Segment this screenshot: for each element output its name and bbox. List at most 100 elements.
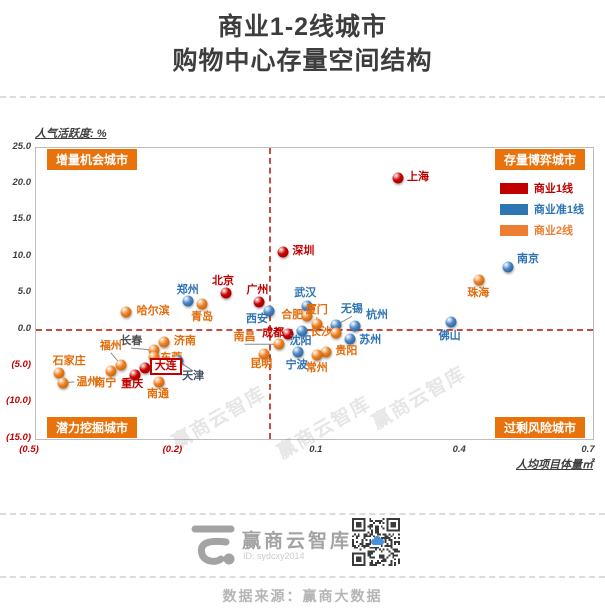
legend-item: 商业准1线 <box>499 201 584 217</box>
scatter-point-label: 长沙 <box>309 325 332 338</box>
legend: 商业1线 商业准1线 商业2线 <box>499 175 584 243</box>
scatter-point <box>392 172 404 184</box>
scatter-point-label: 青岛 <box>191 311 214 324</box>
scatter-point-label: 昆明 <box>250 357 273 370</box>
watermark: 赢商云智库 <box>368 362 471 434</box>
scatter-point-label: 郑州 <box>176 284 199 297</box>
scatter-point <box>320 346 332 358</box>
x-zero-refline <box>269 148 271 439</box>
scatter-point-label: 宁波 <box>285 359 308 372</box>
scatter-point <box>129 369 141 381</box>
scatter-point <box>349 320 361 332</box>
scatter-point <box>53 367 65 379</box>
scatter-point-label: 珠海 <box>467 287 490 300</box>
scatter-point-label: 重庆 <box>121 377 144 390</box>
scatter-point-label: 东莞 <box>160 352 182 364</box>
scatter-point <box>258 348 270 360</box>
legend-swatch-tier2 <box>499 224 528 236</box>
x-axis-tick: 0.7 <box>581 444 595 455</box>
scatter-point-label: 哈尔滨 <box>136 305 170 318</box>
scatter-point <box>220 287 232 299</box>
y-axis-tick: 0.0 <box>17 322 31 334</box>
scatter-point <box>148 351 160 363</box>
page-title: 商业1-2线城市 购物中心存量空间结构 <box>0 10 605 78</box>
scatter-point-label: 西安 <box>246 312 268 325</box>
x-axis-tick: 0.4 <box>452 444 466 455</box>
page-title-line2: 购物中心存量空间结构 <box>172 47 433 75</box>
scatter-point <box>153 376 165 388</box>
scatter-point <box>120 306 132 318</box>
scatter-point-label: 大连 <box>149 358 182 376</box>
scatter-point-label: 南通 <box>147 388 170 401</box>
scatter-point <box>277 246 289 258</box>
y-axis-tick: 10.0 <box>12 249 32 261</box>
scatter-point-label: 厦门 <box>305 303 328 316</box>
y-axis-tick: 20.0 <box>12 176 32 188</box>
scatter-point <box>105 365 117 377</box>
qr-code <box>352 518 400 571</box>
x-axis-tick: 0.1 <box>309 444 323 455</box>
legend-label-tier2: 商业2线 <box>533 225 573 237</box>
scatter-point <box>502 261 514 273</box>
scatter-point <box>282 328 294 340</box>
scatter-point <box>292 346 304 358</box>
scatter-point-label: 石家庄 <box>52 354 86 367</box>
legend-label-quasi1: 商业准1线 <box>533 204 584 216</box>
y-axis-tick: (10.0) <box>6 395 31 407</box>
scatter-point <box>253 296 265 308</box>
scatter-point <box>182 295 194 307</box>
y-zero-refline <box>36 329 593 331</box>
scatter-point <box>301 310 313 322</box>
y-axis-tick: 25.0 <box>12 140 32 152</box>
footer-brand-name: 赢商云智库 <box>242 531 353 552</box>
watermark: 赢商云智库 <box>273 392 376 464</box>
legend-item: 商业1线 <box>499 180 584 196</box>
legend-item: 商业2线 <box>499 222 584 238</box>
y-axis-tick: 15.0 <box>12 213 32 225</box>
x-axis-tick: (0.2) <box>162 444 183 455</box>
quadrant-badge-bottom-left: 潜力挖掘城市 <box>47 417 138 438</box>
footer-divider-top <box>0 513 605 515</box>
scatter-point-label: 济南 <box>173 335 196 348</box>
scatter-point-label: 杭州 <box>366 309 389 322</box>
scatter-point <box>57 377 69 389</box>
scatter-point <box>301 300 313 312</box>
scatter-point-label: 上海 <box>407 171 430 184</box>
x-axis-title: 人均项目体量㎡ <box>516 459 593 471</box>
scatter-point-label: 南京 <box>517 253 539 266</box>
scatter-point <box>263 305 275 317</box>
scatter-point-label: 沈阳 <box>289 335 312 348</box>
scatter-point-label: 佛山 <box>438 329 461 342</box>
y-axis-title: 人气活跃度: % <box>35 128 107 140</box>
scatter-point-label: 常州 <box>305 362 328 375</box>
scatter-point-label: 武汉 <box>294 286 317 299</box>
title-divider <box>0 96 605 98</box>
scatter-point-label: 南昌 <box>233 331 256 344</box>
y-axis-tick: 5.0 <box>17 286 31 298</box>
scatter-point-label: 合肥 <box>281 308 304 321</box>
y-axis-tick: (5.0) <box>11 358 31 370</box>
scatter-point-label: 无锡 <box>340 303 363 316</box>
data-source-text: 数据来源：赢商大数据 <box>222 588 383 604</box>
quadrant-badge-top-right: 存量博弈城市 <box>494 149 585 170</box>
winshang-logo-icon <box>188 521 236 572</box>
scatter-point-label: 天津 <box>182 370 205 383</box>
footer-divider-bottom <box>0 576 605 578</box>
scatter-point-label: 福州 <box>99 339 122 352</box>
legend-swatch-quasi1 <box>499 203 528 215</box>
legend-swatch-tier1 <box>499 182 528 194</box>
footer-wechat-id: ID: sydcxy2014 <box>243 551 305 561</box>
quadrant-badge-top-left: 增量机会城市 <box>47 149 138 170</box>
quadrant-badge-bottom-right: 过剩风险城市 <box>494 417 585 438</box>
scatter-point <box>273 338 285 350</box>
scatter-point-label: 温州 <box>76 375 99 388</box>
scatter-point <box>296 325 308 337</box>
scatter-point <box>158 336 170 348</box>
scatter-point-label: 苏州 <box>359 334 382 347</box>
scatter-point-label: 成都 <box>262 327 285 340</box>
scatter-point-label: 深圳 <box>292 244 315 257</box>
scatter-point <box>473 274 485 286</box>
scatter-point <box>311 349 323 361</box>
scatter-point <box>330 327 342 339</box>
